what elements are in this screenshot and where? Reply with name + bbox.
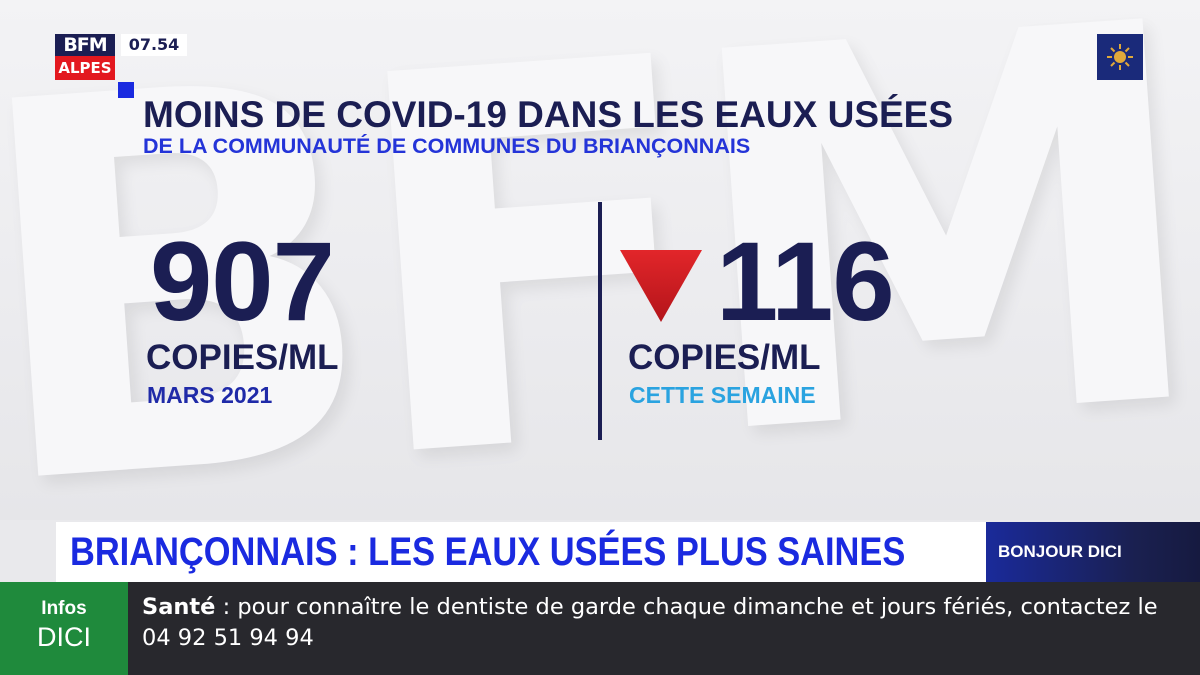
right-stat-caption: CETTE SEMAINE bbox=[629, 382, 816, 408]
ticker-separator: : bbox=[215, 594, 238, 620]
channel-logo-top: BFM bbox=[55, 34, 115, 56]
channel-logo-bottom: ALPES bbox=[55, 56, 115, 80]
stat-divider bbox=[598, 202, 602, 440]
left-stat-unit: COPIES/ML bbox=[146, 338, 339, 377]
sun-emblem-icon bbox=[1097, 34, 1143, 80]
ticker-logo: Infos DICI bbox=[0, 582, 128, 675]
graphic-title: MOINS DE COVID-19 DANS LES EAUX USÉES bbox=[143, 94, 954, 135]
graphic-subtitle: DE LA COMMUNAUTÉ DE COMMUNES DU BRIANÇON… bbox=[143, 134, 751, 158]
ticker-category: Santé bbox=[142, 594, 216, 620]
left-stat-caption: MARS 2021 bbox=[147, 382, 273, 408]
sun-icon bbox=[1107, 44, 1133, 70]
ticker-logo-line1: Infos bbox=[41, 598, 87, 619]
right-stat-value: 116 bbox=[716, 219, 895, 344]
left-stat-value: 907 bbox=[150, 219, 335, 344]
ticker-logo-line2: DICI bbox=[37, 622, 91, 652]
clock: 07.54 bbox=[121, 34, 187, 56]
show-name-tag: BONJOUR DICI bbox=[986, 522, 1200, 582]
down-arrow-icon bbox=[620, 250, 702, 322]
title-accent-square bbox=[118, 82, 134, 98]
headline: BRIANÇONNAIS : LES EAUX USÉES PLUS SAINE… bbox=[70, 530, 906, 574]
ticker-message: Santé : pour connaître le dentiste de ga… bbox=[142, 592, 1182, 654]
ticker-text: pour connaître le dentiste de garde chaq… bbox=[142, 594, 1158, 651]
channel-logo: BFM ALPES bbox=[55, 34, 115, 80]
news-ticker bbox=[0, 582, 1200, 675]
headline-bar bbox=[56, 522, 986, 582]
right-stat-unit: COPIES/ML bbox=[628, 338, 821, 377]
